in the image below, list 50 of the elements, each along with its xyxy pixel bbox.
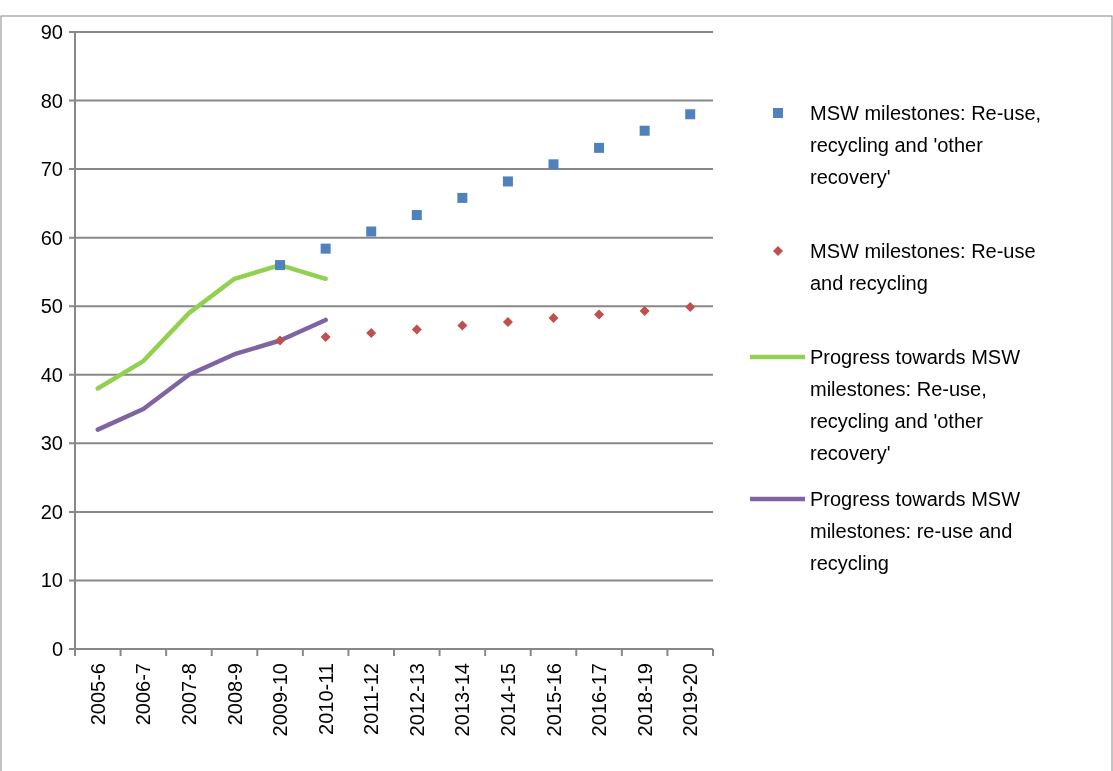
point <box>548 312 559 323</box>
x-tick-label: 2009-10 <box>269 663 292 737</box>
y-tick-label: 60 <box>40 226 63 249</box>
point <box>275 335 286 346</box>
x-tick-label: 2014-15 <box>496 663 519 737</box>
x-tick-label: 2011-12 <box>360 663 383 735</box>
point <box>366 327 377 338</box>
line-series <box>95 262 328 391</box>
legend-label: Progress towards MSW milestones: Re-use, recycling and 'other recovery' <box>810 346 1021 464</box>
x-tick-label: 2012-13 <box>405 663 428 737</box>
point <box>502 176 513 187</box>
y-tick-label: 30 <box>40 432 63 455</box>
x-tick-label: 2018-19 <box>633 663 656 737</box>
x-tick-label: 2013-14 <box>451 663 474 737</box>
point <box>320 243 331 254</box>
point <box>548 159 559 170</box>
y-tick-label: 10 <box>40 569 63 592</box>
y-tick-label: 70 <box>40 158 63 181</box>
x-tick-label: 2016-17 <box>588 663 611 737</box>
point <box>502 316 513 327</box>
point <box>411 210 422 221</box>
point <box>685 109 696 120</box>
x-tick-label: 2010-11 <box>314 663 337 735</box>
x-tick-label: 2008-9 <box>223 663 246 726</box>
point <box>685 301 696 312</box>
point <box>275 260 286 271</box>
point <box>320 332 331 343</box>
line-series <box>95 317 328 432</box>
x-tick-label: 2006-7 <box>132 663 155 726</box>
y-tick-label: 40 <box>40 363 63 386</box>
point <box>457 320 468 331</box>
y-tick-label: 80 <box>40 89 63 112</box>
y-tick-label: 0 <box>51 638 63 660</box>
x-tick-label: 2005-6 <box>86 663 109 726</box>
y-tick-label: 90 <box>40 21 63 43</box>
point <box>411 324 422 335</box>
point <box>457 192 468 203</box>
legend-label: MSW milestones: Re-use, recycling and 'other recovery' <box>810 102 1042 188</box>
y-tick-label: 50 <box>40 295 63 318</box>
point <box>639 125 650 136</box>
x-tick-label: 2019-20 <box>679 663 702 737</box>
x-tick-label: 2007-8 <box>177 663 200 726</box>
point <box>594 309 605 320</box>
legend-label: MSW milestones: Re-use and recycling <box>810 240 1036 294</box>
point <box>594 142 605 153</box>
point <box>366 226 377 237</box>
point <box>639 306 650 317</box>
y-tick-label: 20 <box>40 500 63 523</box>
legend-label: Progress towards MSW milestones: re-use and recycling <box>810 488 1021 574</box>
x-tick-label: 2015-16 <box>542 663 565 737</box>
